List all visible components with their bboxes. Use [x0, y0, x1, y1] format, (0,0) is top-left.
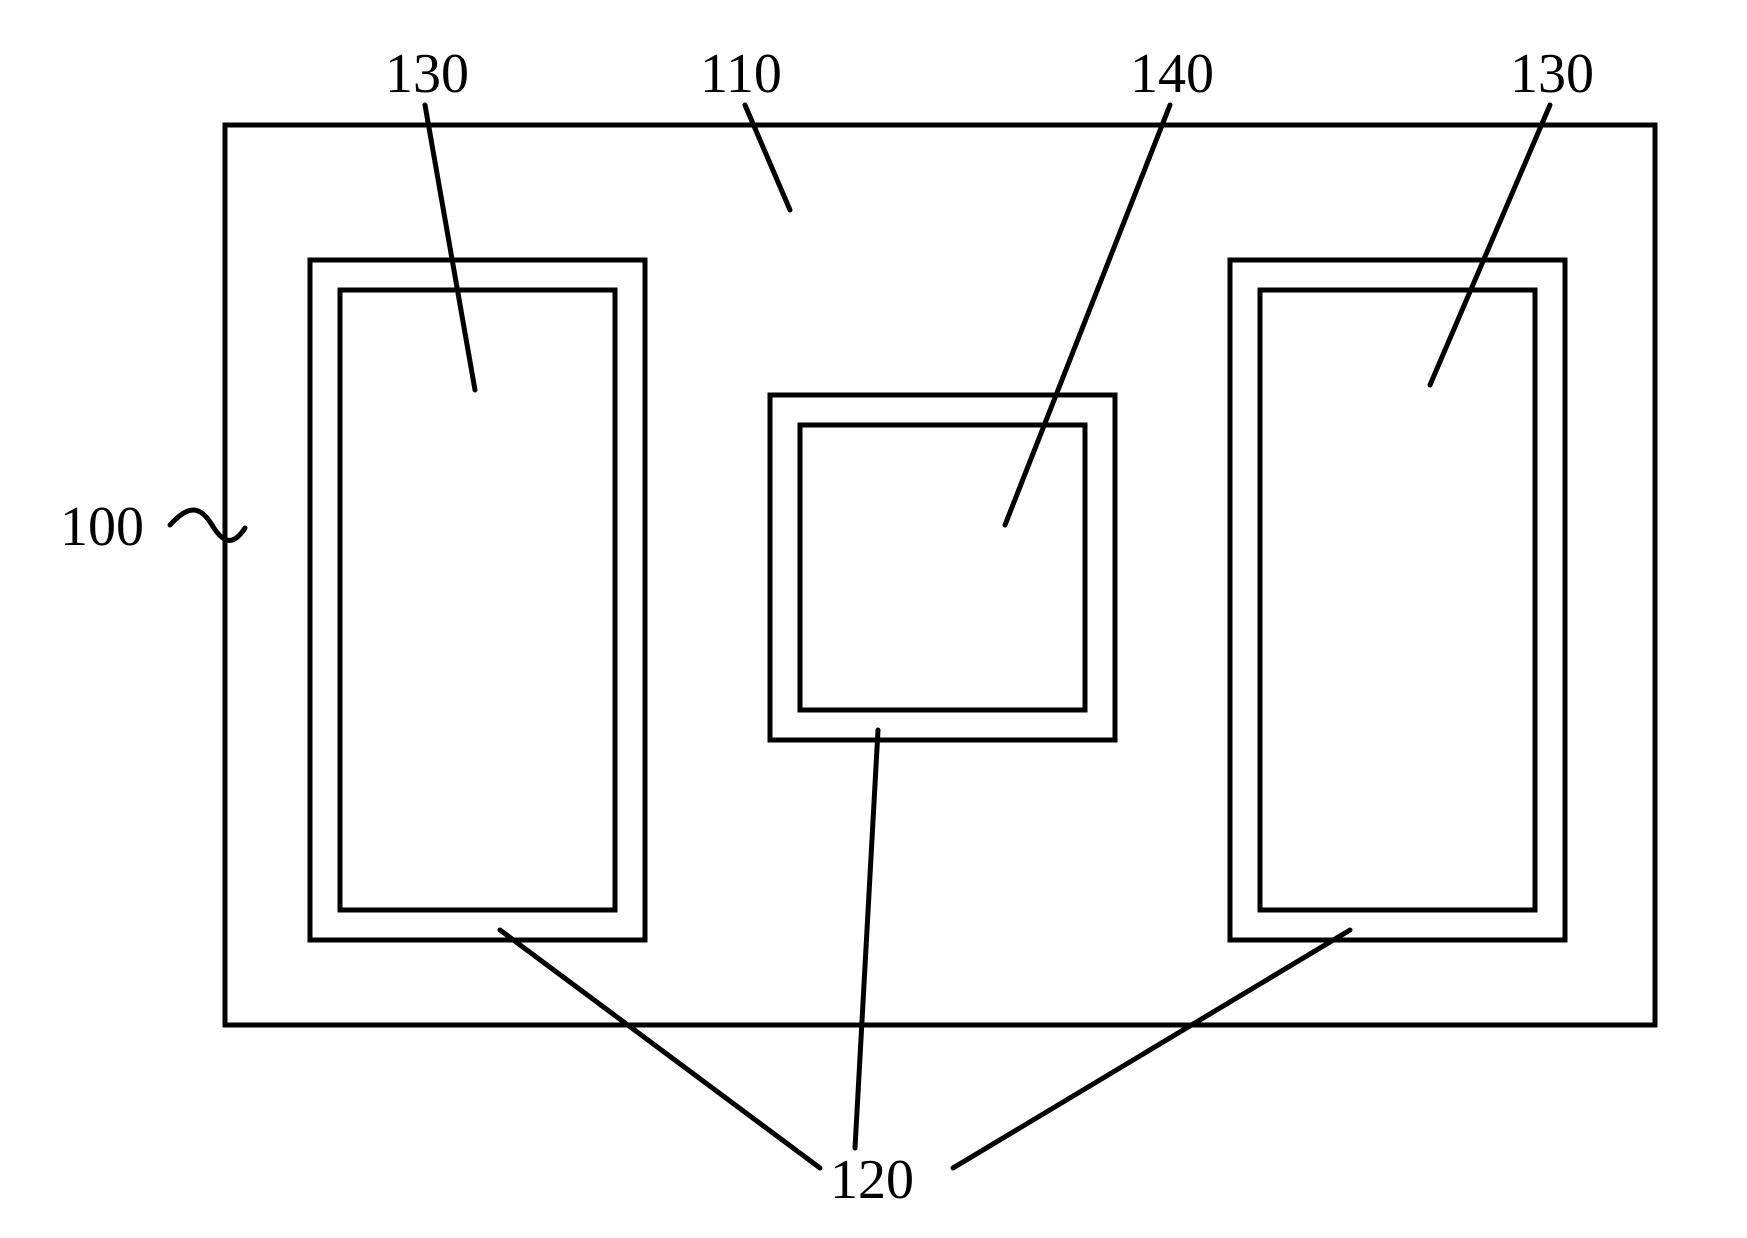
- leader-squiggle-100: [170, 510, 245, 540]
- leader-120-center: [855, 730, 878, 1148]
- center-block-outer-120: [770, 395, 1115, 740]
- label-130-left: 130: [385, 42, 469, 106]
- leader-110: [745, 105, 790, 210]
- label-100: 100: [60, 495, 144, 559]
- label-120: 120: [830, 1148, 914, 1212]
- leader-lines-group: [170, 105, 1550, 1168]
- leader-120-left: [500, 930, 820, 1168]
- leader-120-right: [953, 930, 1350, 1168]
- right-block-outer-120: [1230, 260, 1565, 940]
- label-110: 110: [700, 42, 782, 106]
- diagram-svg: [0, 0, 1747, 1238]
- right-block-inner-130: [1260, 290, 1535, 910]
- left-block-inner-130: [340, 290, 615, 910]
- center-block-inner-140: [800, 425, 1085, 710]
- label-130-right: 130: [1510, 42, 1594, 106]
- leader-130-left: [425, 105, 475, 390]
- shapes-group: [225, 125, 1655, 1025]
- left-block-outer-120: [310, 260, 645, 940]
- label-140: 140: [1130, 42, 1214, 106]
- leader-130-right: [1430, 105, 1550, 385]
